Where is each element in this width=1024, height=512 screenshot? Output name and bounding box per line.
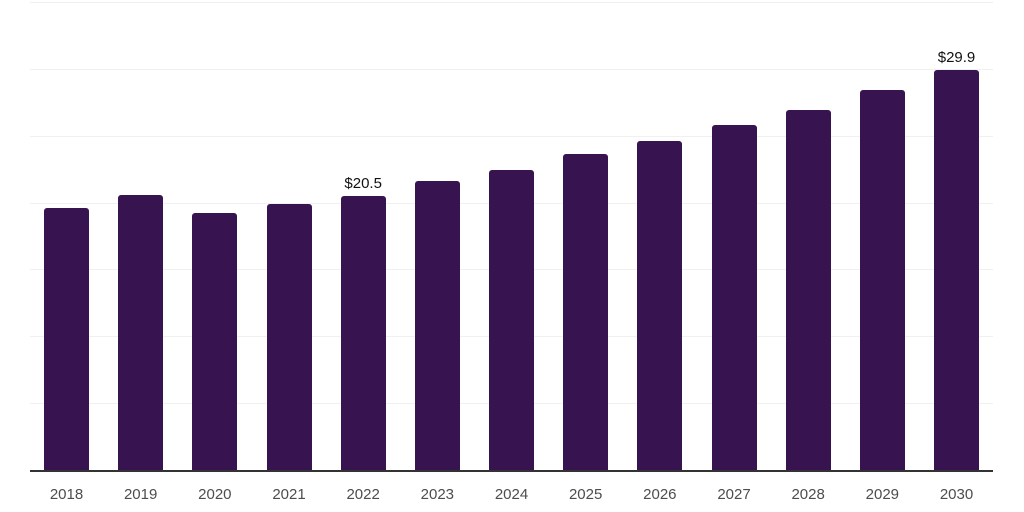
bar-2028[interactable]: [785, 110, 831, 470]
data-label-2022: $20.5: [344, 174, 382, 192]
x-tick-2028: 2028: [791, 485, 825, 503]
bar-2022[interactable]: [340, 195, 386, 470]
x-tick-2022: 2022: [346, 485, 380, 503]
bar-2024[interactable]: [489, 170, 534, 470]
x-tick-2023: 2023: [420, 485, 455, 503]
data-label-2030: $29.9: [937, 49, 976, 67]
x-axis-line: [30, 470, 993, 472]
bar-2025[interactable]: [563, 154, 609, 470]
gridline-35: [30, 2, 993, 3]
bar-2020[interactable]: [192, 213, 238, 470]
x-tick-2025: 2025: [568, 485, 603, 503]
bar-2029[interactable]: [859, 90, 905, 470]
bar-2023[interactable]: [414, 181, 460, 470]
gridline-30: [30, 68, 993, 70]
x-tick-2020: 2020: [198, 485, 232, 503]
x-tick-2018: 2018: [49, 485, 84, 503]
x-tick-2021: 2021: [272, 485, 306, 503]
bar-2018[interactable]: [44, 207, 89, 470]
x-tick-2019: 2019: [123, 485, 158, 503]
bar-2019[interactable]: [118, 194, 164, 470]
bar-2021[interactable]: [266, 203, 312, 470]
x-tick-2027: 2027: [717, 485, 751, 503]
bar-2027[interactable]: [711, 125, 757, 470]
x-tick-2024: 2024: [494, 485, 529, 503]
gridline-25: [30, 135, 993, 137]
x-tick-2030: 2030: [939, 485, 974, 503]
x-tick-2029: 2029: [865, 485, 900, 503]
bar-2026[interactable]: [637, 141, 683, 470]
x-tick-2026: 2026: [643, 485, 677, 503]
bar-2030[interactable]: [934, 70, 979, 470]
